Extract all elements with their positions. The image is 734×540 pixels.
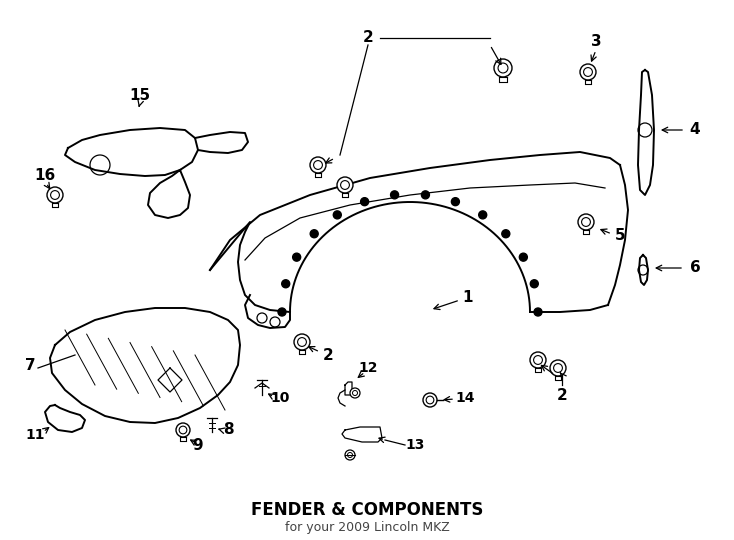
Circle shape	[47, 187, 63, 203]
Circle shape	[502, 230, 510, 238]
Circle shape	[530, 280, 538, 288]
Text: 2: 2	[363, 30, 374, 45]
Circle shape	[294, 334, 310, 350]
Circle shape	[423, 393, 437, 407]
Circle shape	[350, 388, 360, 398]
Circle shape	[550, 360, 566, 376]
Circle shape	[360, 198, 368, 206]
Circle shape	[520, 253, 527, 261]
Circle shape	[421, 191, 429, 199]
Circle shape	[578, 214, 594, 230]
Text: 8: 8	[222, 422, 233, 437]
Circle shape	[530, 352, 546, 368]
Circle shape	[278, 308, 286, 316]
Text: 14: 14	[455, 391, 475, 405]
Circle shape	[337, 177, 353, 193]
Text: 9: 9	[193, 437, 203, 453]
Text: 16: 16	[34, 167, 56, 183]
Text: for your 2009 Lincoln MKZ: for your 2009 Lincoln MKZ	[285, 522, 449, 535]
Circle shape	[479, 211, 487, 219]
Text: 2: 2	[556, 388, 567, 402]
Text: 6: 6	[690, 260, 700, 275]
Circle shape	[494, 59, 512, 77]
Text: 12: 12	[358, 361, 378, 375]
Text: 1: 1	[462, 291, 473, 306]
Circle shape	[451, 198, 459, 206]
Circle shape	[176, 423, 190, 437]
Circle shape	[310, 230, 319, 238]
Text: 10: 10	[270, 391, 290, 405]
Text: 3: 3	[591, 35, 601, 50]
Circle shape	[345, 450, 355, 460]
Circle shape	[534, 308, 542, 316]
Circle shape	[293, 253, 301, 261]
Circle shape	[310, 157, 326, 173]
Circle shape	[333, 211, 341, 219]
Text: FENDER & COMPONENTS: FENDER & COMPONENTS	[251, 501, 483, 519]
Text: 2: 2	[323, 348, 333, 362]
Text: 5: 5	[614, 227, 625, 242]
Text: 11: 11	[25, 428, 45, 442]
Text: 15: 15	[129, 87, 150, 103]
Circle shape	[390, 191, 399, 199]
Circle shape	[282, 280, 290, 288]
Circle shape	[580, 64, 596, 80]
Text: 13: 13	[405, 438, 425, 452]
Text: 7: 7	[25, 357, 35, 373]
Text: 4: 4	[690, 123, 700, 138]
